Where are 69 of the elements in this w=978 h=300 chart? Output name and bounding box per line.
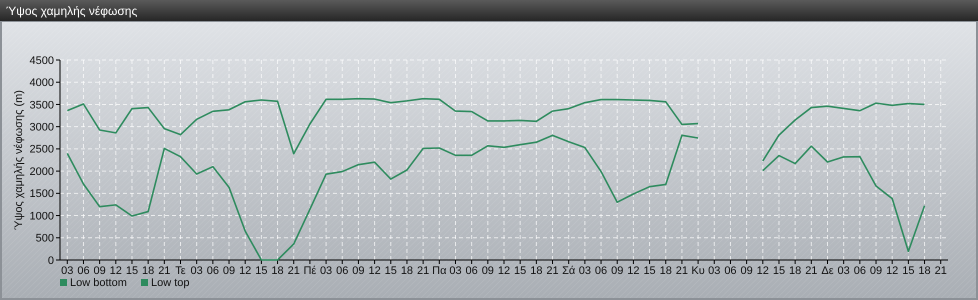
- x-tick-label: 12: [110, 265, 122, 277]
- x-tick-label: 06: [206, 265, 219, 277]
- x-tick-label: 21: [805, 265, 818, 277]
- y-tick-label: 2500: [30, 144, 54, 156]
- x-tick-label: 12: [368, 265, 381, 277]
- x-tick-label: 18: [142, 265, 154, 277]
- x-tick-label: 18: [660, 265, 672, 277]
- x-tick-label: 21: [158, 265, 170, 277]
- x-tick-label: 09: [740, 265, 753, 277]
- x-tick-label: 18: [400, 265, 414, 277]
- y-tick-label: 4500: [30, 54, 54, 67]
- y-tick-label: 500: [36, 232, 54, 245]
- y-tick-label: 0: [48, 254, 54, 267]
- x-tick-label: 12: [239, 265, 252, 277]
- x-tick-label: 15: [643, 265, 656, 277]
- x-tick-label: 09: [352, 265, 365, 277]
- x-tick-label: 15: [772, 265, 786, 277]
- x-tick-label: 03: [708, 265, 720, 277]
- x-tick-label: 03: [838, 265, 850, 277]
- x-tick-label: 06: [336, 265, 348, 277]
- x-tick-label: Σά: [562, 265, 576, 277]
- y-tick-label: 2000: [30, 166, 54, 178]
- x-tick-label: 03: [190, 265, 203, 277]
- y-tick-label: 4000: [30, 77, 54, 90]
- y-tick-label: 1500: [30, 188, 54, 200]
- x-tick-label: 18: [918, 265, 931, 277]
- x-tick-label: 06: [466, 265, 478, 277]
- x-tick-label: 03: [578, 265, 591, 277]
- x-tick-label: 21: [417, 265, 430, 277]
- x-tick-label: 12: [756, 265, 769, 277]
- x-tick-label: 21: [676, 265, 688, 277]
- x-tick-label: 15: [255, 265, 268, 277]
- x-tick-label: 09: [482, 265, 494, 277]
- y-tick-label: 3000: [30, 122, 54, 134]
- x-tick-label: 12: [627, 265, 640, 277]
- x-tick-label: 15: [514, 265, 526, 277]
- x-tick-label: 15: [384, 265, 397, 277]
- x-tick-label: 15: [126, 265, 138, 277]
- x-tick-label: 21: [288, 265, 300, 277]
- x-tick-label: Πέ: [303, 265, 316, 277]
- x-tick-label: 06: [724, 265, 737, 277]
- chart-title: Ύψος χαμηλής νέφωσης: [6, 4, 138, 18]
- x-tick-label: Πα: [432, 265, 448, 277]
- legend-label: Low bottom: [70, 277, 127, 289]
- x-tick-label: 15: [902, 265, 914, 277]
- x-tick-label: 09: [611, 265, 624, 277]
- x-tick-label: 03: [61, 265, 74, 277]
- x-tick-label: 12: [886, 265, 898, 277]
- x-tick-label: 21: [934, 265, 947, 277]
- x-tick-label: 18: [789, 265, 802, 277]
- x-tick-label: 18: [530, 265, 542, 277]
- x-tick-label: 09: [94, 265, 106, 277]
- x-tick-label: 12: [498, 265, 510, 277]
- x-tick-label: Κυ: [691, 265, 705, 277]
- x-tick-label: 06: [594, 265, 608, 277]
- x-tick-label: Τε: [175, 265, 186, 277]
- x-tick-label: 03: [320, 265, 332, 277]
- x-tick-label: 21: [546, 265, 559, 277]
- y-tick-label: 3500: [30, 99, 54, 112]
- x-tick-label: 06: [77, 265, 90, 277]
- x-tick-label: Δε: [821, 265, 834, 277]
- legend-label: Low top: [151, 277, 190, 289]
- x-tick-label: 06: [854, 265, 866, 277]
- y-tick-label: 1000: [30, 210, 54, 222]
- x-tick-label: 09: [222, 265, 236, 277]
- y-axis-title: Ύψος χαμηλής νέφωσης (m): [13, 90, 25, 230]
- x-tick-label: 03: [449, 265, 462, 277]
- x-tick-label: 18: [271, 265, 284, 277]
- x-tick-label: 09: [870, 265, 882, 277]
